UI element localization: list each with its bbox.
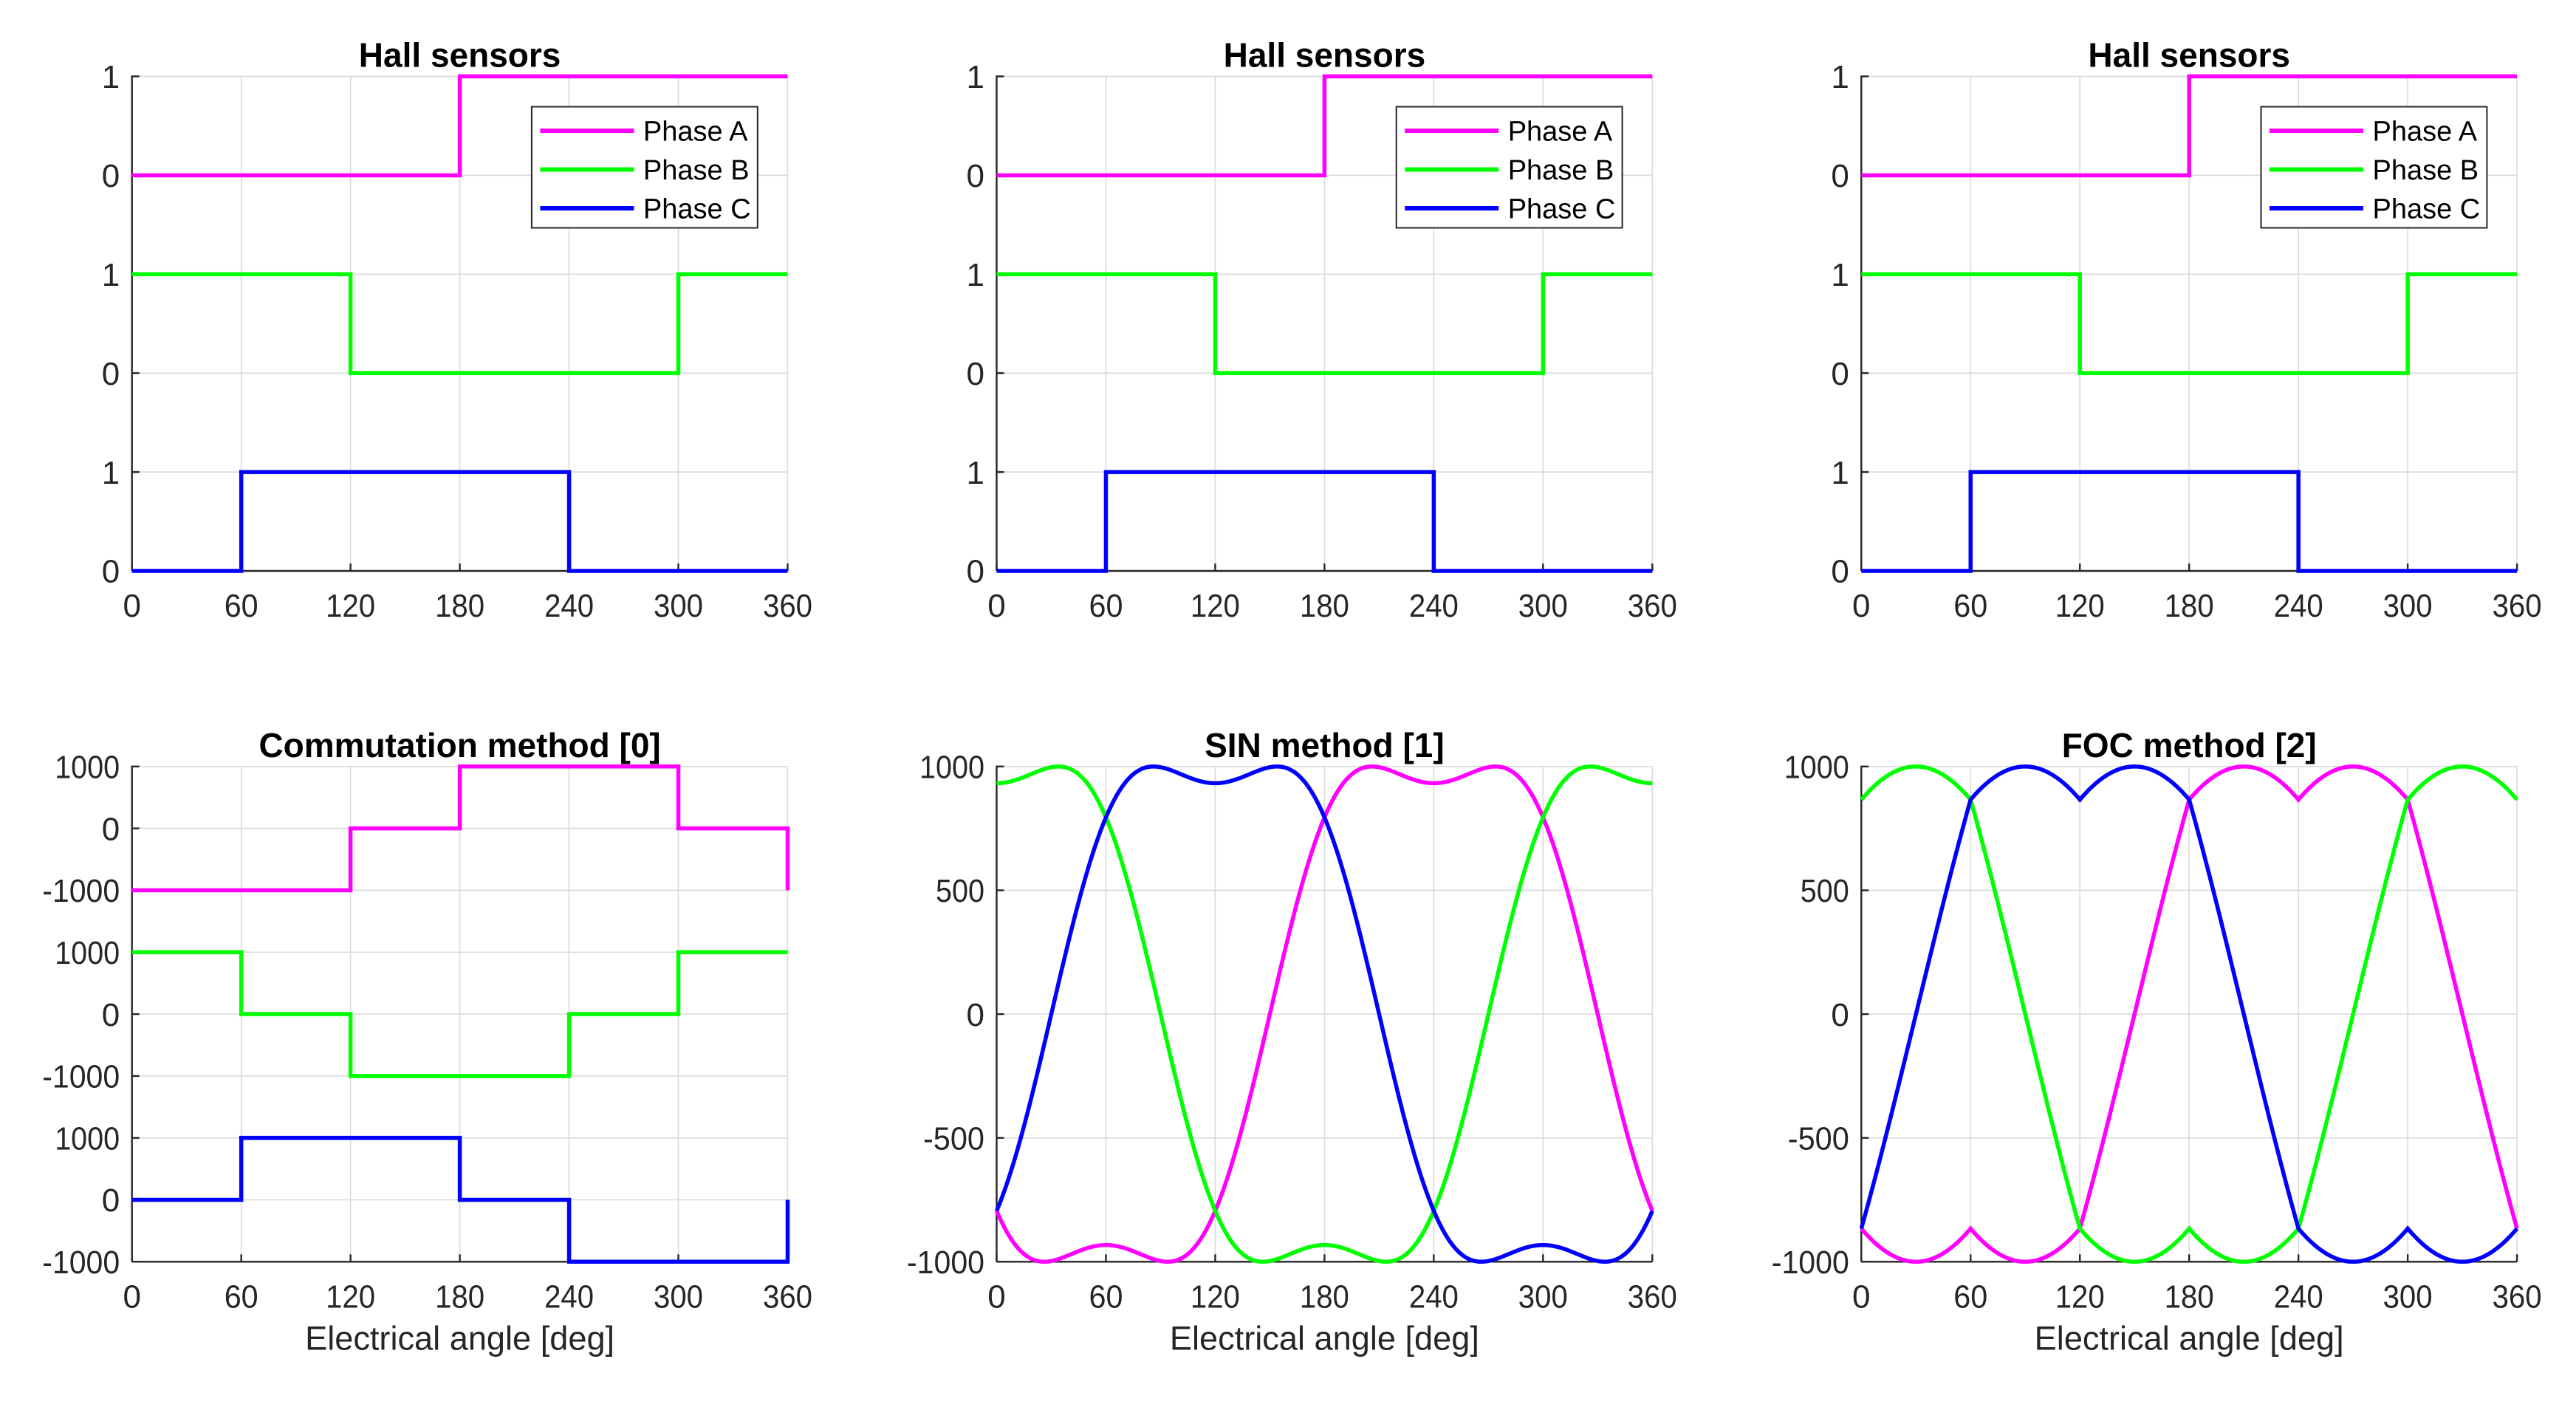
- svg-text:Phase B: Phase B: [643, 155, 750, 186]
- svg-text:0: 0: [1831, 554, 1849, 590]
- svg-text:-1000: -1000: [42, 873, 120, 909]
- svg-text:0: 0: [1852, 1278, 1870, 1315]
- svg-text:300: 300: [1518, 588, 1568, 624]
- svg-text:0: 0: [987, 1278, 1005, 1315]
- svg-text:-1000: -1000: [907, 1245, 984, 1281]
- svg-text:240: 240: [2274, 588, 2323, 624]
- svg-text:0: 0: [967, 356, 984, 392]
- svg-text:0: 0: [967, 997, 984, 1033]
- svg-text:Phase A: Phase A: [643, 117, 748, 148]
- svg-text:120: 120: [326, 588, 375, 624]
- svg-text:60: 60: [1953, 1278, 1987, 1315]
- svg-text:1000: 1000: [55, 750, 120, 786]
- svg-text:240: 240: [1409, 588, 1459, 624]
- svg-text:Phase C: Phase C: [643, 194, 751, 225]
- svg-text:300: 300: [654, 1278, 703, 1315]
- svg-text:0: 0: [1831, 997, 1849, 1033]
- svg-text:120: 120: [1191, 1278, 1240, 1315]
- svg-text:1: 1: [102, 455, 120, 491]
- svg-text:180: 180: [435, 1278, 484, 1315]
- svg-text:180: 180: [2165, 1278, 2214, 1315]
- svg-text:240: 240: [544, 1278, 594, 1315]
- svg-text:Electrical angle [deg]: Electrical angle [deg]: [305, 1319, 614, 1357]
- svg-text:180: 180: [1300, 1278, 1349, 1315]
- svg-text:1000: 1000: [55, 935, 120, 971]
- svg-text:Phase B: Phase B: [2373, 155, 2479, 186]
- svg-text:500: 500: [1801, 873, 1849, 909]
- svg-text:0: 0: [102, 1182, 120, 1219]
- svg-text:360: 360: [2493, 1278, 2542, 1315]
- svg-text:1: 1: [102, 257, 120, 293]
- svg-text:0: 0: [102, 997, 120, 1033]
- svg-text:0: 0: [102, 356, 120, 392]
- svg-text:Hall sensors: Hall sensors: [359, 35, 561, 74]
- svg-text:120: 120: [2055, 588, 2105, 624]
- svg-text:0: 0: [102, 554, 120, 590]
- svg-text:300: 300: [1518, 1278, 1568, 1315]
- svg-text:0: 0: [123, 1278, 140, 1315]
- svg-text:Phase A: Phase A: [1508, 117, 1613, 148]
- svg-text:1: 1: [102, 59, 120, 95]
- svg-text:240: 240: [2274, 1278, 2323, 1315]
- svg-text:1: 1: [967, 455, 984, 491]
- svg-text:240: 240: [544, 588, 594, 624]
- svg-text:300: 300: [2383, 1278, 2433, 1315]
- svg-text:SIN method [1]: SIN method [1]: [1205, 726, 1445, 764]
- svg-text:1: 1: [967, 257, 984, 293]
- svg-text:-1000: -1000: [1772, 1245, 1849, 1281]
- svg-text:60: 60: [1089, 1278, 1123, 1315]
- svg-text:500: 500: [936, 873, 984, 909]
- svg-text:180: 180: [1300, 588, 1349, 624]
- svg-text:Commutation method [0]: Commutation method [0]: [258, 726, 660, 764]
- svg-text:0: 0: [987, 588, 1005, 624]
- svg-text:60: 60: [225, 1278, 258, 1315]
- svg-text:60: 60: [1089, 588, 1123, 624]
- svg-text:-500: -500: [923, 1120, 984, 1157]
- svg-text:Phase C: Phase C: [1508, 194, 1616, 225]
- svg-text:120: 120: [1191, 588, 1240, 624]
- svg-text:360: 360: [2493, 588, 2542, 624]
- svg-text:0: 0: [1852, 588, 1870, 624]
- svg-text:180: 180: [2165, 588, 2214, 624]
- svg-text:Electrical angle [deg]: Electrical angle [deg]: [1170, 1319, 1479, 1357]
- svg-text:-1000: -1000: [42, 1245, 120, 1281]
- svg-text:240: 240: [1409, 1278, 1459, 1315]
- svg-text:60: 60: [1953, 588, 1987, 624]
- svg-text:1: 1: [1831, 455, 1849, 491]
- svg-text:Hall sensors: Hall sensors: [1224, 35, 1426, 74]
- svg-text:-1000: -1000: [42, 1059, 120, 1095]
- svg-text:1: 1: [1831, 257, 1849, 293]
- svg-text:1000: 1000: [1784, 750, 1849, 786]
- svg-text:360: 360: [1628, 588, 1677, 624]
- svg-text:0: 0: [123, 588, 140, 624]
- svg-text:Hall sensors: Hall sensors: [2088, 35, 2290, 74]
- svg-text:120: 120: [326, 1278, 375, 1315]
- svg-text:0: 0: [1831, 356, 1849, 392]
- svg-text:0: 0: [967, 158, 984, 194]
- svg-text:Phase A: Phase A: [2373, 117, 2478, 148]
- svg-text:1: 1: [1831, 59, 1849, 95]
- svg-text:0: 0: [1831, 158, 1849, 194]
- svg-text:60: 60: [225, 588, 258, 624]
- svg-text:Electrical angle [deg]: Electrical angle [deg]: [2035, 1319, 2344, 1357]
- svg-text:360: 360: [1628, 1278, 1677, 1315]
- svg-text:1: 1: [967, 59, 984, 95]
- svg-text:1000: 1000: [919, 750, 984, 786]
- svg-text:1000: 1000: [55, 1120, 120, 1157]
- svg-text:Phase B: Phase B: [1508, 155, 1614, 186]
- svg-text:0: 0: [102, 811, 120, 847]
- svg-text:Phase C: Phase C: [2373, 194, 2481, 225]
- svg-text:360: 360: [763, 588, 812, 624]
- svg-text:300: 300: [654, 588, 703, 624]
- svg-text:180: 180: [435, 588, 484, 624]
- svg-text:FOC method [2]: FOC method [2]: [2062, 726, 2317, 764]
- svg-text:0: 0: [967, 554, 984, 590]
- svg-text:120: 120: [2055, 1278, 2105, 1315]
- svg-text:0: 0: [102, 158, 120, 194]
- svg-text:300: 300: [2383, 588, 2433, 624]
- svg-text:-500: -500: [1788, 1120, 1849, 1157]
- svg-text:360: 360: [763, 1278, 812, 1315]
